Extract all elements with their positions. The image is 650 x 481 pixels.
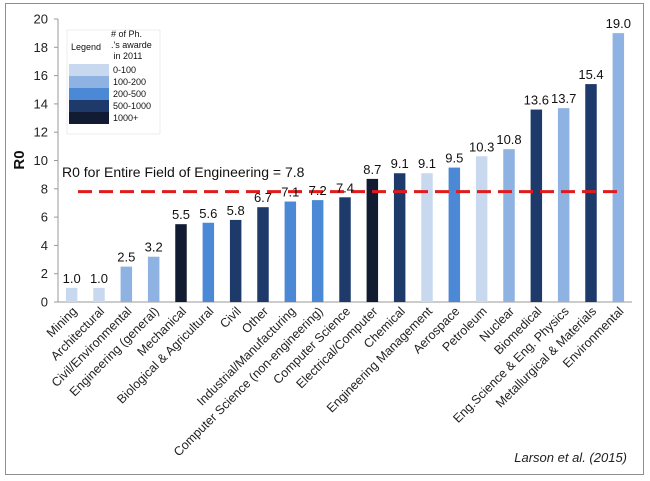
data-label: 3.2 bbox=[145, 240, 163, 255]
bar bbox=[65, 287, 78, 302]
data-label: 10.8 bbox=[496, 132, 521, 147]
data-label: 5.8 bbox=[227, 203, 245, 218]
y-tick-label: 6 bbox=[41, 210, 48, 225]
bar bbox=[311, 200, 324, 302]
bar bbox=[557, 108, 570, 303]
y-tick-label: 12 bbox=[34, 125, 48, 140]
source-citation: Larson et al. (2015) bbox=[514, 450, 627, 465]
legend-swatch bbox=[69, 64, 109, 76]
y-tick-label: 18 bbox=[34, 40, 48, 55]
legend: Legend # of Ph. .'s awarde in 2011 0-100 1… bbox=[66, 29, 161, 135]
data-label: 2.5 bbox=[117, 250, 135, 265]
data-label: 1.0 bbox=[63, 271, 81, 286]
bar bbox=[475, 156, 488, 302]
y-tick-label: 4 bbox=[41, 238, 48, 253]
legend-header-text: # of Ph. .'s awarde in 2011 bbox=[111, 29, 152, 61]
y-tick-label: 16 bbox=[34, 68, 48, 83]
bar bbox=[93, 287, 105, 302]
bar bbox=[612, 33, 625, 303]
y-tick-label: 8 bbox=[41, 181, 48, 196]
data-label: 13.7 bbox=[551, 91, 576, 106]
legend-header: # of Ph. .'s awarde in 2011 bbox=[111, 29, 152, 61]
bar bbox=[257, 207, 269, 302]
y-axis-label: R0 bbox=[11, 150, 28, 169]
data-label: 7.2 bbox=[309, 183, 327, 198]
legend-title: Legend bbox=[71, 42, 101, 52]
bar bbox=[421, 173, 433, 302]
legend-entry-label: 500-1000 bbox=[113, 101, 151, 111]
data-label: 7.1 bbox=[281, 185, 299, 200]
data-label: 9.1 bbox=[418, 156, 436, 171]
data-label: 6.7 bbox=[254, 190, 272, 205]
legend-swatch bbox=[69, 112, 109, 124]
legend-entry-label: 0-100 bbox=[113, 65, 136, 75]
bar bbox=[229, 219, 242, 302]
bar bbox=[339, 197, 351, 302]
bar bbox=[448, 167, 461, 302]
bar bbox=[120, 266, 133, 302]
legend-entry-label: 200-500 bbox=[113, 89, 146, 99]
legend-entry-label: 100-200 bbox=[113, 77, 146, 87]
data-label: 8.7 bbox=[363, 162, 381, 177]
data-label: 5.5 bbox=[172, 207, 190, 222]
legend-swatch bbox=[69, 100, 109, 112]
data-label: 15.4 bbox=[578, 67, 603, 82]
bar bbox=[175, 224, 187, 302]
bar bbox=[366, 178, 379, 302]
y-tick-label: 2 bbox=[41, 266, 48, 281]
data-label: 1.0 bbox=[90, 271, 108, 286]
data-label: 5.6 bbox=[199, 206, 217, 221]
data-label: 13.6 bbox=[524, 93, 549, 108]
bar bbox=[393, 173, 406, 302]
bar bbox=[503, 149, 515, 302]
data-label: 19.0 bbox=[606, 16, 631, 31]
data-label: 9.5 bbox=[445, 151, 463, 166]
y-tick-label: 20 bbox=[34, 12, 48, 27]
legend-swatch bbox=[69, 88, 109, 100]
legend-entry-label: 1000+ bbox=[113, 113, 138, 123]
data-label: 9.1 bbox=[391, 156, 409, 171]
y-tick-label: 10 bbox=[34, 153, 48, 168]
bar bbox=[284, 201, 297, 302]
y-tick-label: 14 bbox=[34, 96, 48, 111]
bar bbox=[147, 256, 160, 302]
data-label: 7.4 bbox=[336, 180, 354, 195]
bar bbox=[530, 109, 543, 302]
legend-swatch bbox=[69, 76, 109, 88]
data-label: 10.3 bbox=[469, 139, 494, 154]
y-tick-label: 0 bbox=[41, 295, 48, 310]
bar bbox=[202, 222, 215, 302]
reference-line-label: R0 for Entire Field of Engineering = 7.8 bbox=[62, 164, 305, 180]
